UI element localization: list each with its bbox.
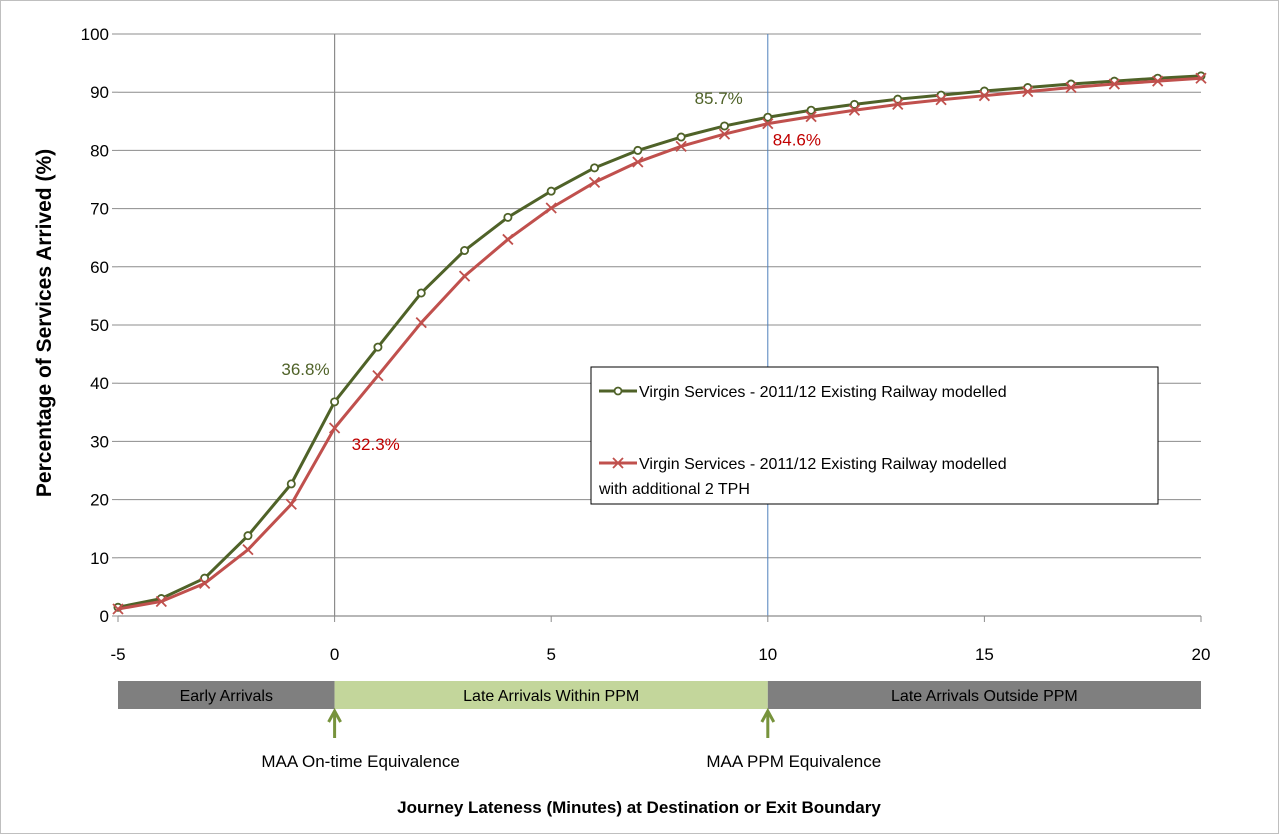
x-tick-label-0: 0 bbox=[330, 645, 339, 664]
y-axis-title: Percentage of Services Arrived (%) bbox=[33, 149, 56, 497]
series-1-point bbox=[849, 99, 859, 109]
equivalence-arrow-head-2 bbox=[760, 707, 776, 723]
y-tick-label-100: 100 bbox=[81, 25, 109, 44]
series-1-point bbox=[590, 163, 600, 173]
legend-box bbox=[590, 366, 1159, 505]
y-tick-label-40: 40 bbox=[90, 374, 109, 393]
equivalence-label-1: MAA On-time Equivalence bbox=[261, 752, 459, 771]
series-2-point bbox=[155, 595, 167, 608]
y-tick-label-0: 0 bbox=[100, 607, 109, 626]
series-2-line bbox=[117, 76, 1202, 611]
series-1-line bbox=[117, 74, 1202, 609]
series-2-point bbox=[328, 422, 341, 434]
band-2 bbox=[334, 681, 768, 709]
series-1-point bbox=[503, 212, 513, 222]
series-1-point bbox=[763, 112, 773, 122]
series-2-point bbox=[935, 94, 947, 106]
series-2-point bbox=[762, 117, 774, 130]
legend-label-1: Virgin Services - 2011/12 Existing Railw… bbox=[639, 384, 1007, 401]
y-tick-label-80: 80 bbox=[90, 141, 109, 160]
equivalence-label-2: MAA PPM Equivalence bbox=[706, 752, 881, 771]
series-2-point bbox=[1152, 75, 1164, 87]
series-2-point bbox=[718, 128, 731, 140]
legend-label-2: Virgin Services - 2011/12 Existing Railw… bbox=[598, 456, 1011, 498]
band-1 bbox=[118, 681, 335, 709]
series-2-point bbox=[242, 544, 254, 556]
legend-swatch-marker-1 bbox=[613, 386, 623, 396]
series-2-point bbox=[892, 98, 904, 111]
series-1-point bbox=[330, 397, 340, 407]
series-1-point bbox=[286, 479, 296, 489]
y-tick-label-20: 20 bbox=[90, 491, 109, 510]
y-tick-label-10: 10 bbox=[90, 549, 109, 568]
y-tick-label-70: 70 bbox=[90, 200, 109, 219]
series-2-point bbox=[545, 202, 557, 214]
legend-label-2-line-2: with additional 2 TPH bbox=[598, 481, 750, 498]
series-2-point bbox=[458, 270, 471, 282]
series-2-point bbox=[372, 369, 384, 382]
band-layer: Early Arrivals Late Arrivals Within PPM La… bbox=[118, 681, 1201, 771]
legend-item-series-1: Virgin Services - 2011/12 Existing Railw… bbox=[599, 384, 1007, 401]
series-layer bbox=[112, 71, 1207, 615]
x-tick-label-20: 20 bbox=[1192, 645, 1211, 664]
legend-item-series-2: Virgin Services - 2011/12 Existing Railw… bbox=[598, 456, 1011, 498]
series-1-point bbox=[806, 105, 816, 115]
series-1-point bbox=[373, 342, 383, 352]
legend-swatch-marker-2 bbox=[612, 457, 624, 469]
series-2-point bbox=[199, 577, 211, 590]
band-label-1: Early Arrivals bbox=[180, 688, 273, 705]
series-2-point bbox=[588, 176, 601, 189]
series-1-point bbox=[893, 94, 903, 104]
data-label: 32.3% bbox=[352, 435, 400, 454]
series-1-point bbox=[633, 145, 643, 155]
series-2-point bbox=[805, 111, 817, 123]
series-2-point bbox=[415, 317, 427, 329]
series-2-point bbox=[1195, 72, 1207, 84]
series-2-point bbox=[848, 104, 861, 116]
series-2-point bbox=[978, 90, 991, 102]
x-tick-label-15: 15 bbox=[975, 645, 994, 664]
series-2-point bbox=[502, 233, 514, 246]
x-tick-label-5: 5 bbox=[546, 645, 555, 664]
data-label: 85.7% bbox=[695, 89, 743, 108]
series-2-point bbox=[1108, 78, 1120, 90]
series-1-point bbox=[416, 288, 426, 298]
data-label: 84.6% bbox=[773, 131, 821, 150]
band-3 bbox=[767, 681, 1201, 709]
series-1-point bbox=[460, 246, 470, 256]
series-1-point bbox=[546, 186, 556, 196]
band-label-3: Late Arrivals Outside PPM bbox=[891, 688, 1078, 705]
legend: Virgin Services - 2011/12 Existing Railw… bbox=[590, 366, 1159, 505]
equivalence-arrow-head-1 bbox=[327, 707, 342, 723]
series-2-point bbox=[675, 140, 687, 152]
series-2-point bbox=[632, 156, 644, 168]
series-2-point bbox=[285, 498, 297, 510]
data-label: 36.8% bbox=[281, 360, 329, 379]
x-axis-title: Journey Lateness (Minutes) at Destinatio… bbox=[397, 798, 881, 817]
legend-label-2-line-1: Virgin Services - 2011/12 Existing Railw… bbox=[639, 456, 1007, 473]
y-tick-label-50: 50 bbox=[90, 316, 109, 335]
y-tick-label-30: 30 bbox=[90, 432, 109, 451]
series-1-point bbox=[243, 531, 253, 541]
x-tick-label-10: 10 bbox=[758, 645, 777, 664]
x-tick-label--5: -5 bbox=[110, 645, 125, 664]
band-label-2: Late Arrivals Within PPM bbox=[463, 688, 639, 705]
series-1-point bbox=[676, 132, 686, 142]
series-2-point bbox=[1022, 85, 1034, 98]
y-tick-label-90: 90 bbox=[90, 83, 109, 102]
grid-layer bbox=[118, 33, 1201, 616]
annotation-layer: 36.8% 32.3% 85.7% 84.6% bbox=[281, 89, 821, 454]
series-2-point bbox=[112, 603, 124, 615]
series-1-point bbox=[719, 121, 729, 131]
y-tick-label-60: 60 bbox=[90, 258, 109, 277]
series-2-point bbox=[1065, 81, 1077, 94]
